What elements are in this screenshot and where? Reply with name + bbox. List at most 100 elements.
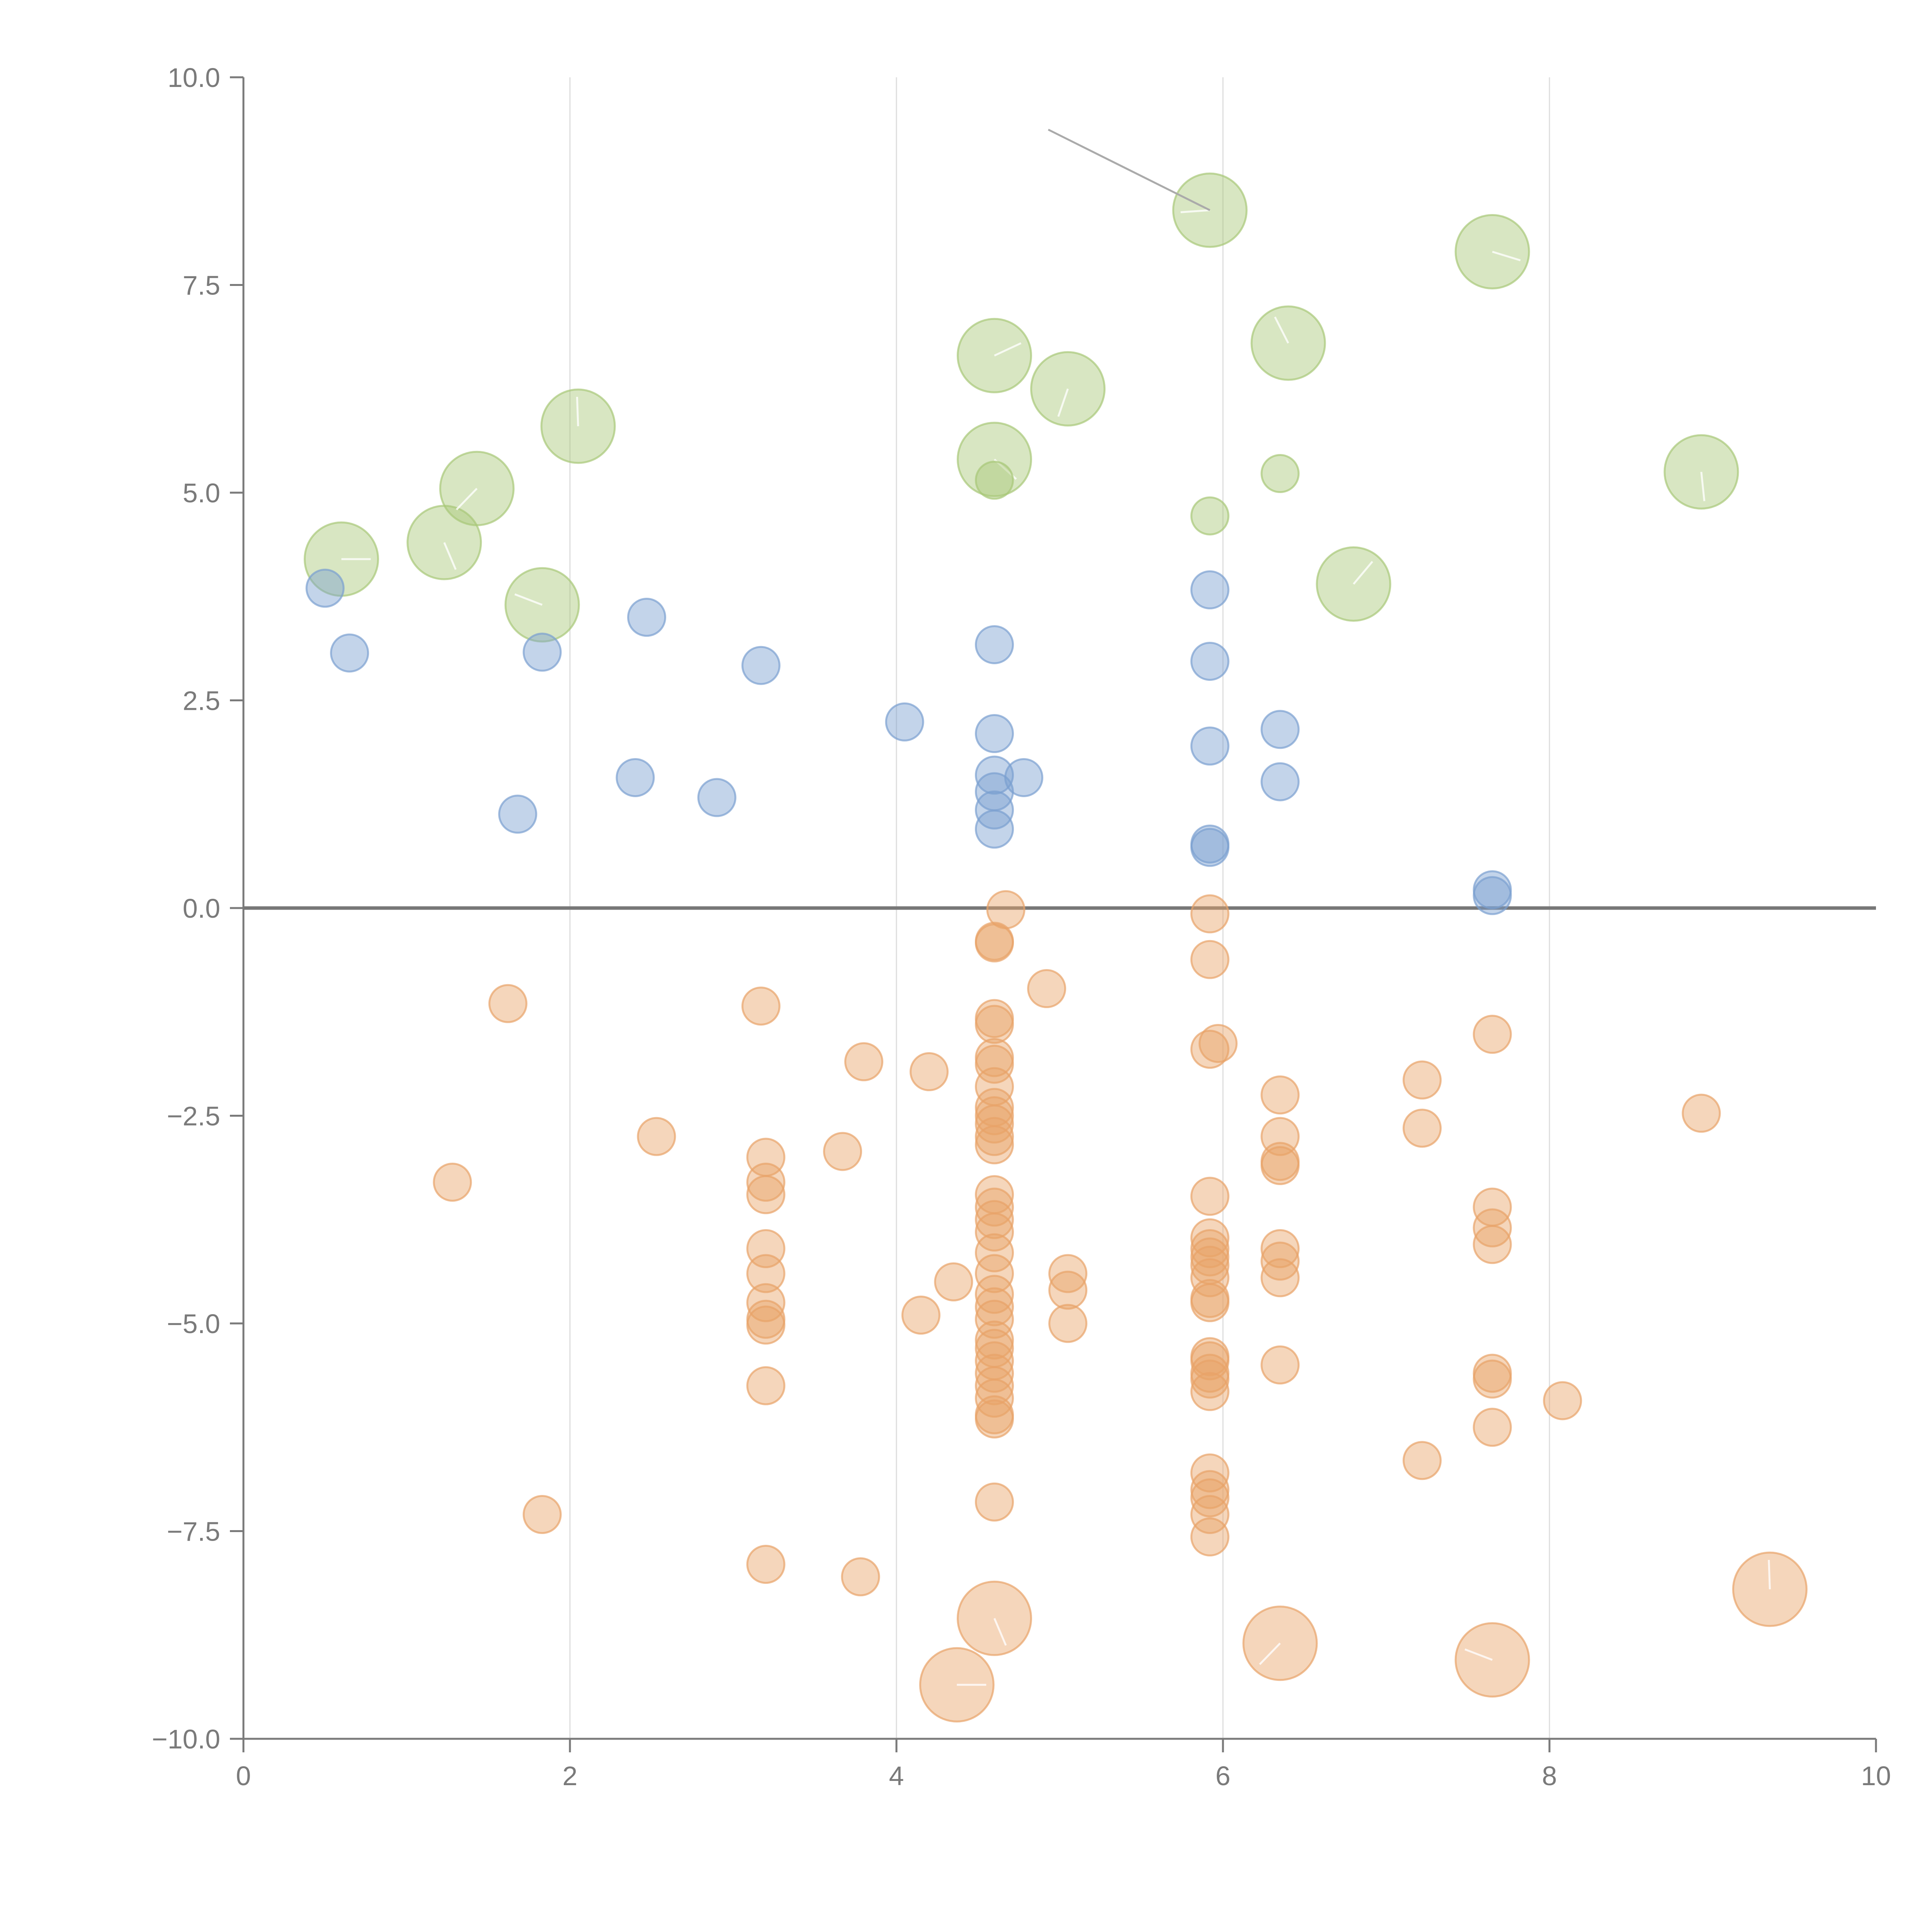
data-point-marker xyxy=(993,1618,1007,1646)
data-point-marker xyxy=(1180,209,1210,213)
x-tick-label: 4 xyxy=(889,1761,904,1791)
data-point xyxy=(975,755,1014,795)
data-point xyxy=(746,1175,786,1214)
x-tick-label: 6 xyxy=(1216,1761,1231,1791)
series-large-positive xyxy=(304,172,1739,643)
data-point xyxy=(1190,570,1230,610)
data-point xyxy=(1473,1208,1512,1248)
data-point xyxy=(1190,894,1230,934)
data-point xyxy=(885,702,924,742)
data-point xyxy=(1543,1381,1582,1420)
data-point xyxy=(1190,1495,1230,1534)
y-tick-label: −2.5 xyxy=(167,1101,220,1131)
data-point xyxy=(330,633,369,673)
data-point xyxy=(1048,1304,1088,1343)
data-point xyxy=(844,1042,883,1082)
y-tick-label: −10.0 xyxy=(152,1724,220,1754)
data-point xyxy=(1190,1478,1230,1517)
data-point xyxy=(1260,1146,1300,1185)
data-point xyxy=(975,1320,1014,1360)
x-tick-label: 8 xyxy=(1542,1761,1557,1791)
data-point-marker xyxy=(1057,388,1069,417)
data-point xyxy=(1190,1283,1230,1322)
data-point xyxy=(975,1366,1014,1405)
x-tick-label: 2 xyxy=(563,1761,578,1791)
data-point xyxy=(1190,940,1230,979)
data-point xyxy=(746,1283,786,1322)
data-point xyxy=(741,986,781,1026)
y-tick-label: −5.0 xyxy=(167,1309,220,1339)
data-point xyxy=(975,1379,1014,1418)
data-point xyxy=(1027,969,1066,1009)
data-point xyxy=(1260,1345,1300,1384)
data-point-marker xyxy=(1353,561,1373,585)
annotation-leader-line xyxy=(1048,129,1211,211)
data-point xyxy=(305,568,345,608)
data-point xyxy=(498,794,537,834)
data-point xyxy=(910,1052,949,1092)
data-point xyxy=(697,778,736,817)
data-point xyxy=(1682,1094,1721,1133)
data-point-marker xyxy=(514,593,543,606)
data-point xyxy=(1190,496,1230,536)
data-point-marker xyxy=(1274,316,1289,344)
data-point xyxy=(975,1254,1014,1293)
x-tick-label: 10 xyxy=(1861,1761,1891,1791)
data-point xyxy=(1190,1177,1230,1216)
data-point xyxy=(1402,1441,1442,1480)
series-small-green xyxy=(975,454,1300,536)
data-point xyxy=(488,984,527,1023)
axes: 0 2 4 6 8 10 −10.0 −7.5 −5.0 −2.5 0.0 2.5 5.0 7.5 10.0 xyxy=(152,63,1891,1791)
data-point xyxy=(1190,1359,1230,1399)
data-point-marker xyxy=(576,396,579,427)
data-point xyxy=(975,1104,1014,1144)
y-tick-label: −7.5 xyxy=(167,1517,220,1547)
data-point xyxy=(637,1117,676,1156)
data-point-marker xyxy=(1768,1560,1771,1590)
data-point xyxy=(433,1163,472,1202)
series-blue xyxy=(305,568,1512,915)
data-point xyxy=(1048,1254,1088,1293)
x-tick-label: 0 xyxy=(236,1761,251,1791)
data-point xyxy=(975,1005,1014,1044)
data-point xyxy=(975,923,1014,963)
data-point xyxy=(1048,1270,1088,1310)
data-point xyxy=(616,758,655,797)
y-tick-label: 0.0 xyxy=(183,893,220,923)
data-point xyxy=(1190,641,1230,681)
data-point xyxy=(975,1200,1014,1239)
data-point xyxy=(1260,1242,1300,1281)
data-point xyxy=(975,1299,1014,1339)
data-point xyxy=(1190,726,1230,766)
y-tick-label: 2.5 xyxy=(183,686,220,716)
data-point xyxy=(1473,1225,1512,1264)
data-point xyxy=(522,633,562,672)
data-point xyxy=(1402,1109,1442,1148)
y-tick-label: 5.0 xyxy=(183,478,220,508)
data-point xyxy=(1190,1237,1230,1277)
data-point xyxy=(975,1213,1014,1252)
data-point-marker xyxy=(1464,1648,1493,1661)
data-point xyxy=(1190,1030,1230,1069)
data-point xyxy=(975,1125,1014,1165)
data-point xyxy=(1260,710,1300,749)
data-point xyxy=(975,714,1014,753)
data-point xyxy=(975,1096,1014,1135)
data-point xyxy=(975,1399,1014,1439)
data-point xyxy=(975,1287,1014,1327)
data-point xyxy=(975,1233,1014,1272)
data-point xyxy=(746,1254,786,1293)
data-point xyxy=(975,810,1014,849)
data-point xyxy=(746,1163,786,1202)
data-points xyxy=(304,172,1808,1723)
data-point xyxy=(522,1495,562,1534)
data-point-marker xyxy=(443,542,457,570)
data-point xyxy=(1190,1372,1230,1411)
data-point xyxy=(1004,758,1044,797)
data-point xyxy=(1260,1229,1300,1268)
data-point xyxy=(1402,1060,1442,1100)
data-point-marker xyxy=(1492,251,1521,262)
data-point xyxy=(1473,1408,1512,1447)
data-point xyxy=(841,1557,880,1597)
data-point xyxy=(975,461,1014,500)
